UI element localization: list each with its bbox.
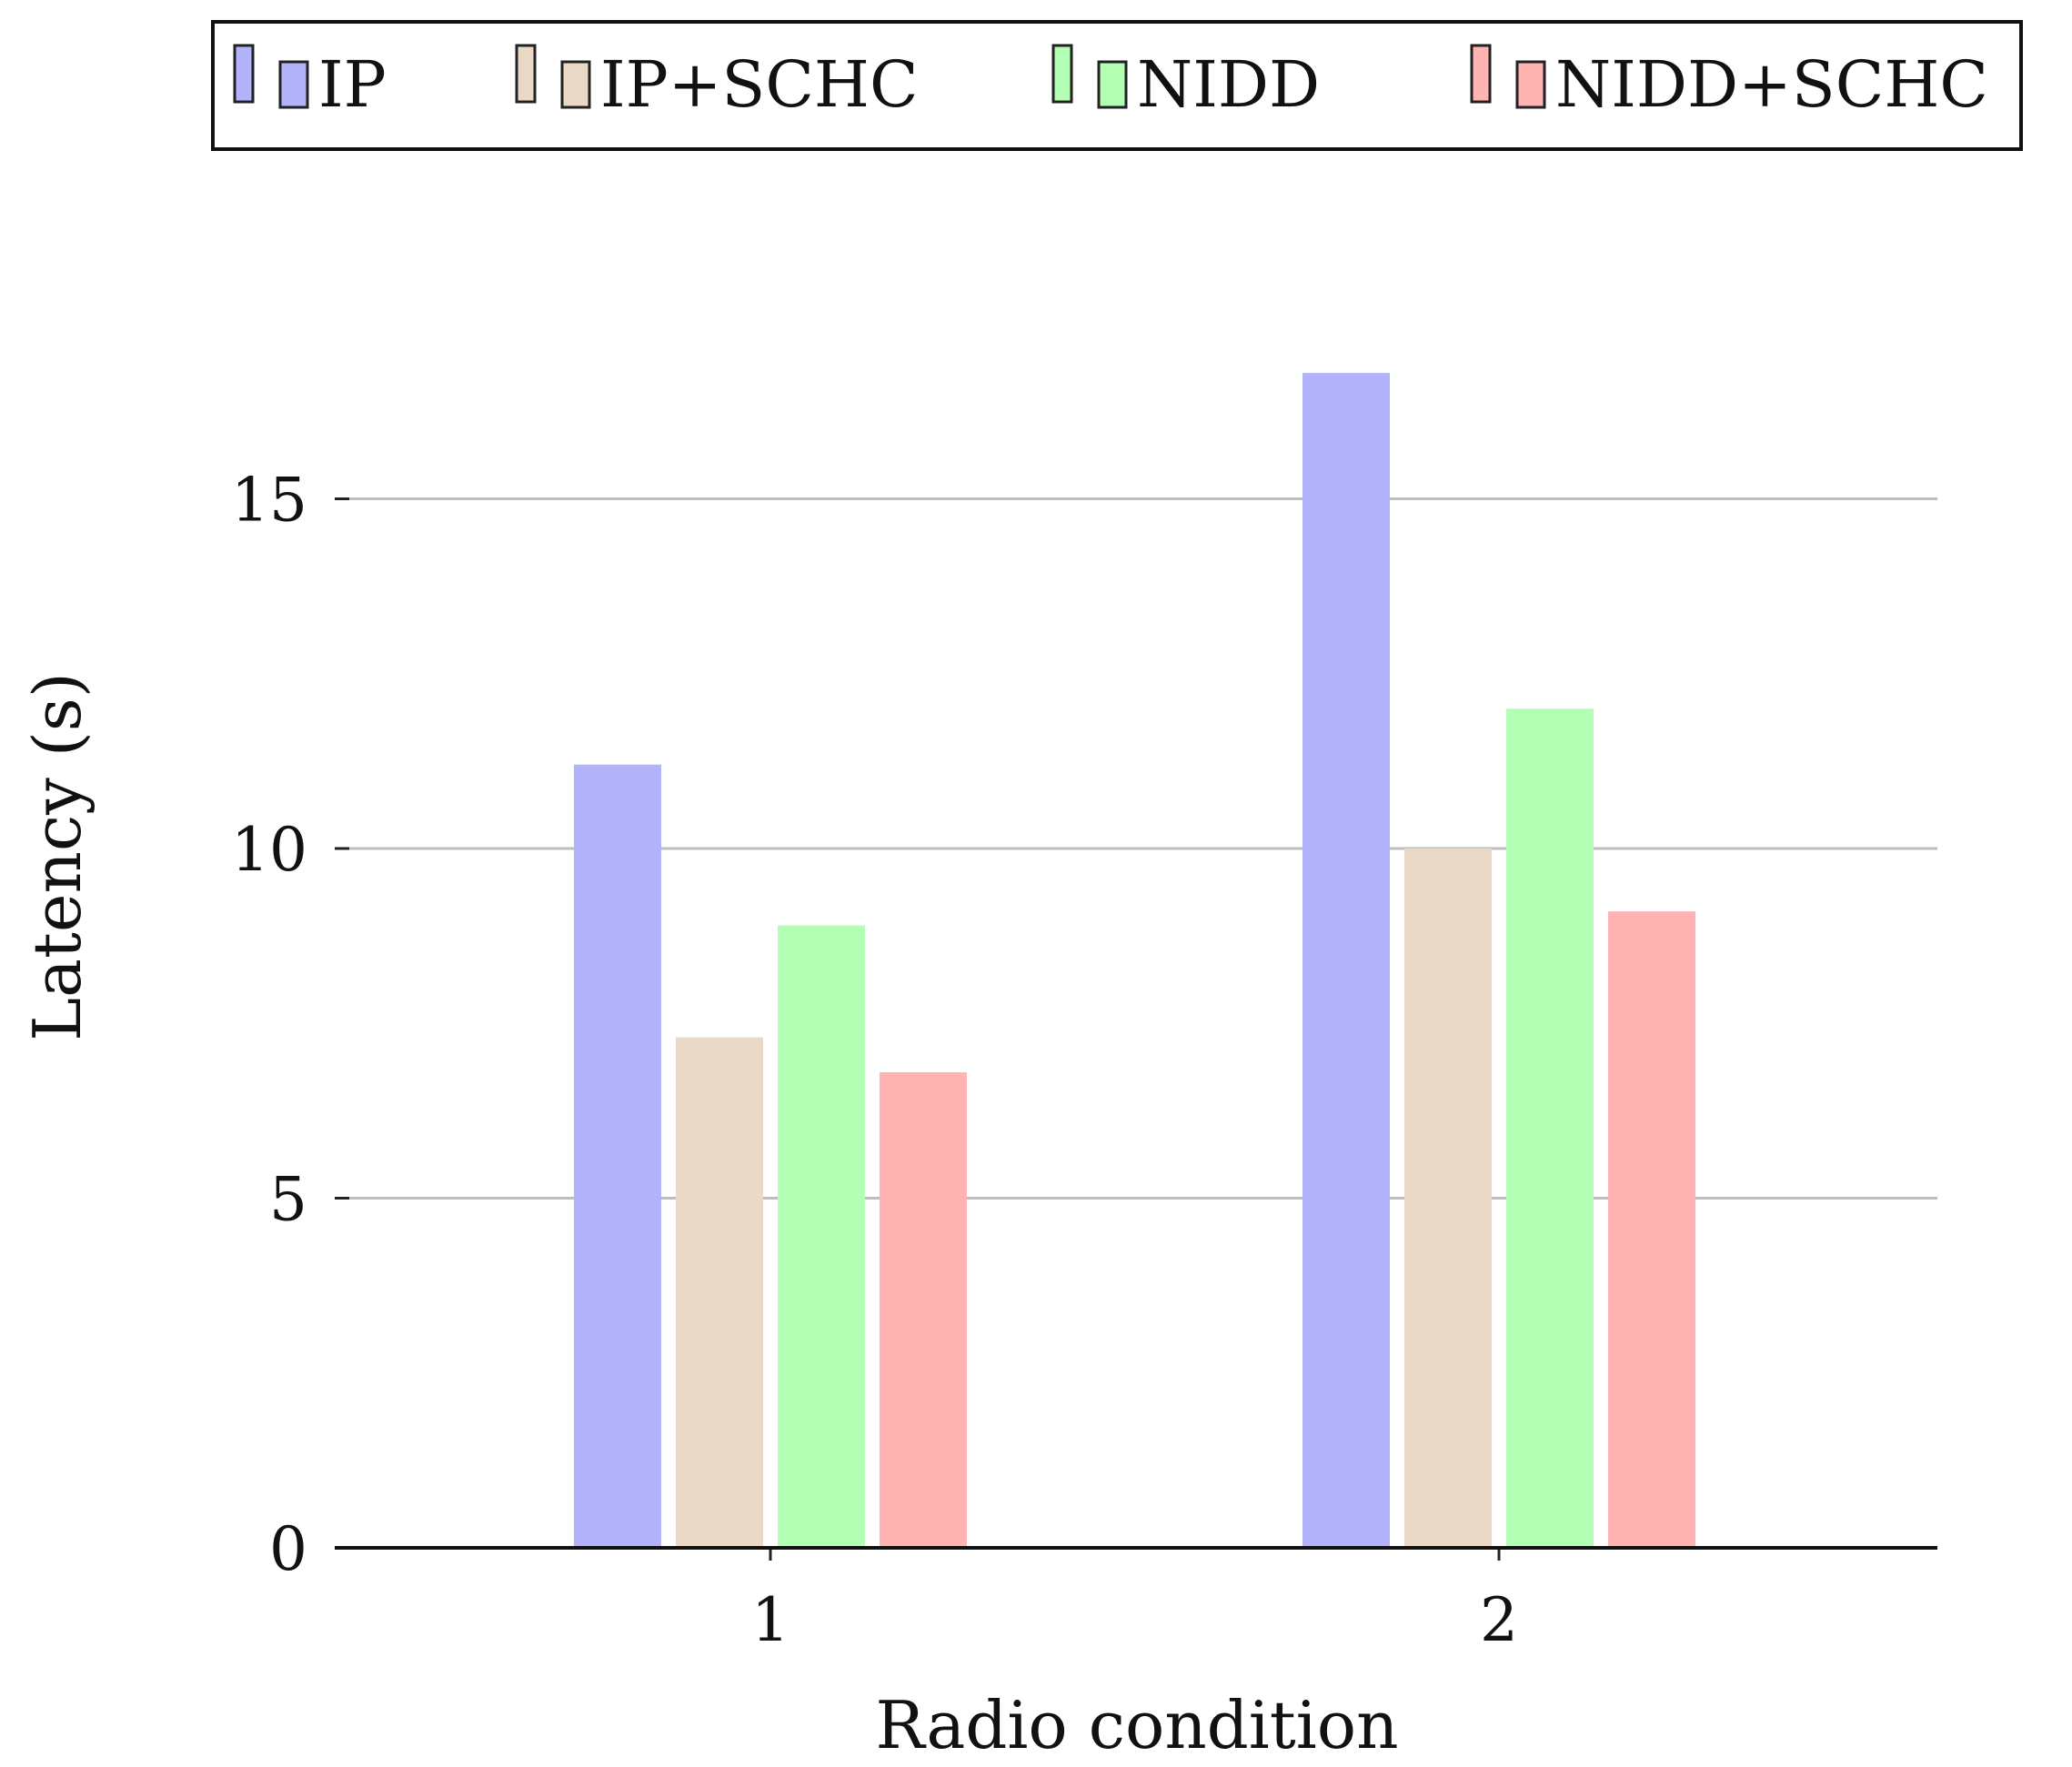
y-tick-label-15: 15: [231, 466, 307, 536]
bars: [574, 373, 1695, 1549]
legend-swatch-1-b: [560, 60, 591, 109]
legend-label-2: NIDD: [1137, 47, 1320, 122]
bar-ip-schc-2: [1404, 848, 1492, 1548]
bar-nidd-1: [778, 925, 865, 1548]
y-tick-label-5: 5: [269, 1165, 307, 1235]
x-axis-label: Radio condition: [876, 1687, 1399, 1762]
bar-ip-2: [1303, 373, 1390, 1549]
bar-nidd-schc-1: [880, 1072, 967, 1548]
x-tick-label-1: 1: [751, 1585, 790, 1655]
bar-ip-schc-1: [676, 1037, 763, 1548]
legend-label-0: IP: [318, 47, 387, 122]
legend: IP IP+SCHC NIDD NIDD+SCHC: [211, 20, 2023, 151]
legend-label-3: NIDD+SCHC: [1555, 47, 1988, 122]
x-tick-label-2: 2: [1480, 1585, 1518, 1655]
y-tick-label-0: 0: [269, 1514, 307, 1584]
legend-swatch-0-a: [233, 44, 255, 104]
bar-nidd-schc-2: [1608, 911, 1695, 1548]
y-axis-label: Latency (s): [19, 672, 96, 1041]
legend-swatch-0-b: [278, 60, 309, 109]
legend-swatch-2-b: [1097, 60, 1128, 109]
bar-nidd-2: [1506, 708, 1594, 1548]
legend-label-1: IP+SCHC: [600, 47, 919, 122]
axes: 0 5 10 15 1 2: [231, 466, 1937, 1655]
bar-ip-1: [574, 764, 661, 1548]
legend-swatch-2-a: [1051, 44, 1073, 104]
y-tick-label-10: 10: [231, 815, 307, 885]
legend-swatch-1-a: [515, 44, 537, 104]
legend-swatch-3-b: [1515, 60, 1546, 109]
legend-swatch-3-a: [1470, 44, 1492, 104]
